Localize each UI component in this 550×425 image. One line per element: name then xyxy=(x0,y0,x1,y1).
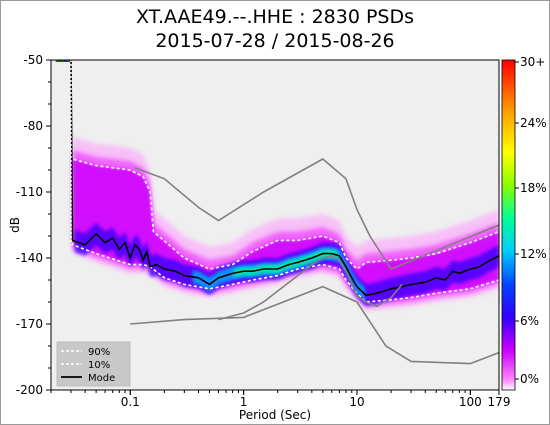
legend: 90% 10% Mode xyxy=(56,341,131,387)
colorbar-tick-label: 30+ xyxy=(520,55,545,69)
colorbar: 0% 6% 12% 18% 24% 30+ xyxy=(501,55,547,391)
x-tick-label: 1 xyxy=(240,395,248,409)
x-tick-label: 100 xyxy=(459,395,482,409)
legend-label-10: 10% xyxy=(88,360,110,371)
legend-label-90: 90% xyxy=(88,347,110,358)
density-edge-block xyxy=(55,60,71,62)
colorbar-tick-label: 0% xyxy=(520,372,539,386)
legend-box xyxy=(56,341,131,387)
series-line-10pct xyxy=(55,60,499,303)
y-tick-label: -170 xyxy=(16,317,43,331)
colorbar-tick-label: 24% xyxy=(520,116,547,130)
noise-model-line-5 xyxy=(218,254,403,321)
chart-subtitle: 2015-07-28 / 2015-08-26 xyxy=(155,30,395,52)
noise-model-line-3 xyxy=(130,285,499,365)
noise-model-line-4 xyxy=(134,158,499,270)
y-tick-label: -110 xyxy=(16,185,43,199)
y-tick-label: -50 xyxy=(23,53,43,67)
x-tick-label: 179 xyxy=(488,395,511,409)
colorbar-tick-label: 18% xyxy=(520,181,547,195)
colorbar-gradient xyxy=(501,59,516,391)
series-layer xyxy=(55,60,499,365)
y-axis: -50 -80 -110 -140 -170 -200 xyxy=(16,53,51,397)
colorbar-tick-label: 12% xyxy=(520,247,547,261)
colorbar-ticks: 0% 6% 12% 18% 24% 30+ xyxy=(515,55,547,386)
series-line-90pct xyxy=(55,60,499,271)
series-line-mode xyxy=(55,60,499,297)
x-tick-label: 10 xyxy=(349,395,364,409)
x-axis-label: Period (Sec) xyxy=(239,408,311,422)
colorbar-tick-label: 6% xyxy=(520,314,539,328)
y-axis-label: dB xyxy=(8,217,22,233)
x-axis: 0.1 1 10 100 179 xyxy=(50,390,511,409)
density-cyan-band xyxy=(192,247,366,302)
x-tick-label: 0.1 xyxy=(121,395,140,409)
y-tick-label: -200 xyxy=(16,383,43,397)
y-tick-label: -80 xyxy=(23,119,43,133)
legend-label-mode: Mode xyxy=(88,373,115,384)
chart-title: XT.AAE49.--.HHE : 2830 PSDs xyxy=(135,6,415,28)
plot-border xyxy=(50,59,500,391)
y-tick-label: -140 xyxy=(16,251,43,265)
